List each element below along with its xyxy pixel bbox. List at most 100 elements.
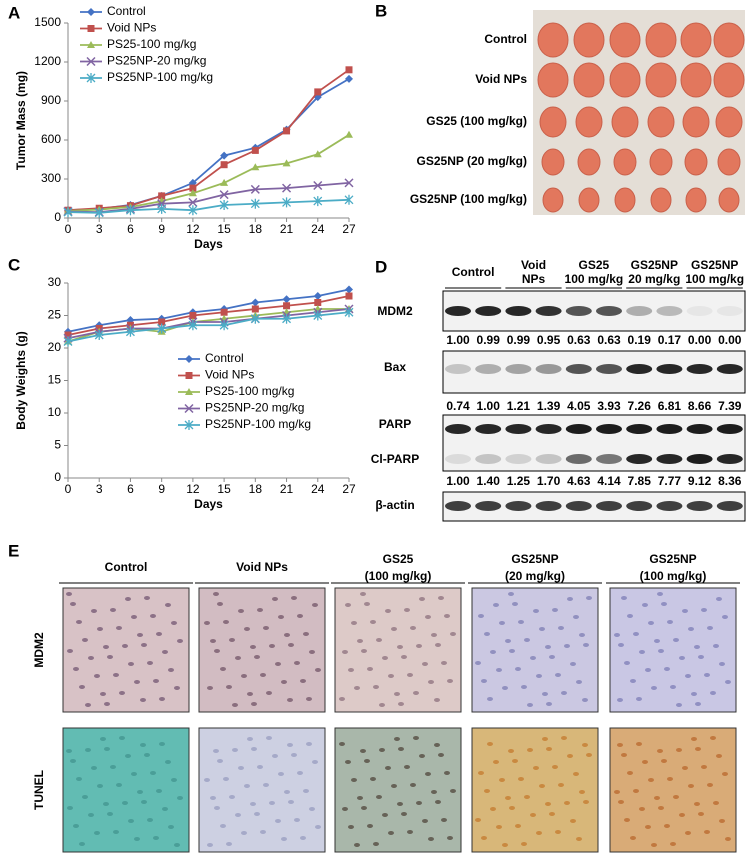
ihc-image [334, 727, 462, 853]
y-tick-label: 30 [48, 275, 62, 289]
tumor [647, 106, 675, 138]
cell [88, 813, 94, 817]
marker [220, 151, 229, 160]
tumor [537, 62, 569, 98]
x-tick-label: 27 [342, 482, 356, 496]
band [716, 454, 743, 464]
cell [438, 596, 444, 600]
ihc-image [471, 587, 599, 713]
cell [527, 748, 533, 752]
cell [168, 825, 174, 829]
cell [134, 837, 140, 841]
legend-label: PS25-100 mg/kg [205, 384, 294, 398]
group-label: Void [521, 258, 546, 272]
tumor [645, 62, 677, 98]
marker [219, 190, 229, 200]
quant-label: 0.99 [477, 333, 501, 347]
cell [499, 621, 505, 625]
cell [549, 655, 555, 659]
cell [617, 743, 623, 747]
band [505, 364, 532, 374]
cell [583, 643, 589, 647]
cell [269, 801, 275, 805]
cell [444, 771, 450, 775]
marker [251, 305, 259, 313]
cell [131, 772, 137, 776]
marker [219, 200, 229, 210]
cell [404, 765, 410, 769]
marker [189, 312, 197, 319]
cell [691, 737, 697, 741]
cell [624, 818, 630, 822]
cell [263, 783, 269, 787]
tumor [573, 62, 605, 98]
cell [419, 597, 425, 601]
quant-label: 1.70 [537, 474, 561, 488]
cell [220, 824, 226, 828]
row-label: GS25NP (20 mg/kg) [417, 154, 527, 168]
cell [137, 633, 143, 637]
cell [342, 807, 348, 811]
x-tick-label: 0 [65, 222, 72, 236]
cell [207, 843, 213, 847]
cell [586, 596, 592, 600]
marker [345, 285, 353, 294]
cell [364, 602, 370, 606]
band [686, 306, 713, 316]
cell [315, 668, 321, 672]
cell [370, 620, 376, 624]
cell [654, 796, 660, 800]
cell [502, 686, 508, 690]
cell [645, 668, 651, 672]
legend-label: PS25-100 mg/kg [107, 37, 196, 51]
cell [394, 737, 400, 741]
cell [309, 650, 315, 654]
tumor [578, 187, 600, 213]
cell [76, 777, 82, 781]
legend-label: Control [205, 351, 244, 365]
band [505, 454, 532, 464]
x-axis-label: Days [194, 237, 223, 251]
quant-label: 3.93 [597, 399, 621, 413]
panel-label: B [375, 1, 387, 20]
cell [633, 789, 639, 793]
marker [314, 88, 322, 96]
x-tick-label: 27 [342, 222, 356, 236]
marker [282, 197, 292, 208]
cell [104, 702, 110, 706]
y-tick-label: 0 [54, 210, 61, 224]
cell [357, 796, 363, 800]
cell [530, 813, 536, 817]
cell [416, 801, 422, 805]
cell [398, 747, 404, 751]
y-tick-label: 10 [48, 405, 62, 419]
cell [107, 655, 113, 659]
cell [281, 680, 287, 684]
band [565, 501, 592, 511]
cell [561, 691, 567, 695]
marker [157, 323, 167, 334]
cell [300, 836, 306, 840]
cell [70, 602, 76, 606]
cell [288, 800, 294, 804]
ihc-image [62, 727, 190, 853]
cell [297, 771, 303, 775]
cell [657, 749, 663, 753]
cell [122, 644, 128, 648]
cell [275, 662, 281, 666]
cell [217, 602, 223, 606]
cell [382, 813, 388, 817]
marker [188, 197, 198, 207]
marker [313, 196, 323, 207]
cell [661, 602, 667, 606]
cell [725, 680, 731, 684]
cell [536, 831, 542, 835]
cell [444, 614, 450, 618]
quant-label: 1.25 [507, 474, 531, 488]
blot-label: Cl-PARP [371, 452, 419, 466]
marker [188, 189, 197, 197]
cell [481, 836, 487, 840]
marker [313, 292, 322, 300]
cell [159, 742, 165, 746]
